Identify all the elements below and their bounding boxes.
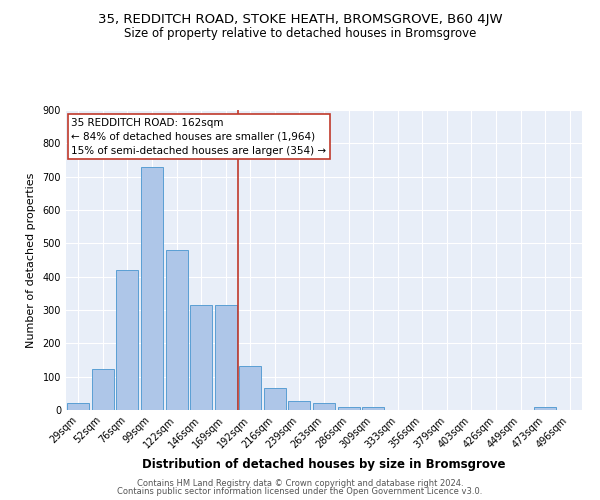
Bar — [166, 250, 188, 410]
Text: 35 REDDITCH ROAD: 162sqm
← 84% of detached houses are smaller (1,964)
15% of sem: 35 REDDITCH ROAD: 162sqm ← 84% of detach… — [71, 118, 326, 156]
Bar — [190, 305, 212, 410]
Bar — [67, 404, 89, 410]
Text: Contains public sector information licensed under the Open Government Licence v3: Contains public sector information licen… — [118, 487, 482, 496]
X-axis label: Distribution of detached houses by size in Bromsgrove: Distribution of detached houses by size … — [142, 458, 506, 471]
Bar — [215, 305, 237, 410]
Bar — [289, 401, 310, 410]
Bar — [362, 408, 384, 410]
Bar — [313, 402, 335, 410]
Bar — [264, 388, 286, 410]
Bar — [239, 366, 262, 410]
Text: 35, REDDITCH ROAD, STOKE HEATH, BROMSGROVE, B60 4JW: 35, REDDITCH ROAD, STOKE HEATH, BROMSGRO… — [98, 12, 502, 26]
Bar — [116, 270, 139, 410]
Text: Size of property relative to detached houses in Bromsgrove: Size of property relative to detached ho… — [124, 28, 476, 40]
Y-axis label: Number of detached properties: Number of detached properties — [26, 172, 35, 348]
Bar — [141, 166, 163, 410]
Bar — [92, 370, 114, 410]
Bar — [534, 406, 556, 410]
Bar — [338, 406, 359, 410]
Text: Contains HM Land Registry data © Crown copyright and database right 2024.: Contains HM Land Registry data © Crown c… — [137, 478, 463, 488]
